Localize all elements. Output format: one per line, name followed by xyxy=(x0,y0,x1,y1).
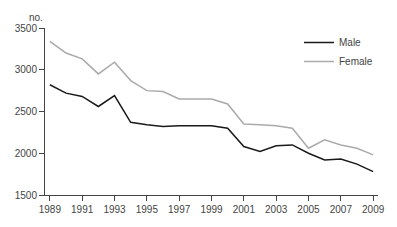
svg-text:1500: 1500 xyxy=(15,190,38,201)
svg-text:2003: 2003 xyxy=(265,204,288,215)
svg-text:1999: 1999 xyxy=(200,204,223,215)
svg-text:3000: 3000 xyxy=(15,64,38,75)
svg-text:2005: 2005 xyxy=(297,204,320,215)
svg-text:2500: 2500 xyxy=(15,106,38,117)
svg-text:2000: 2000 xyxy=(15,148,38,159)
svg-text:1997: 1997 xyxy=(168,204,191,215)
svg-text:1989: 1989 xyxy=(39,204,62,215)
svg-text:1995: 1995 xyxy=(136,204,159,215)
svg-text:3500: 3500 xyxy=(15,23,38,34)
svg-text:2001: 2001 xyxy=(233,204,256,215)
svg-text:Male: Male xyxy=(339,37,361,48)
svg-text:Female: Female xyxy=(339,56,373,67)
svg-text:no.: no. xyxy=(29,12,43,23)
svg-text:2009: 2009 xyxy=(362,204,385,215)
svg-text:1993: 1993 xyxy=(103,204,126,215)
svg-text:2007: 2007 xyxy=(330,204,353,215)
svg-text:1991: 1991 xyxy=(71,204,94,215)
